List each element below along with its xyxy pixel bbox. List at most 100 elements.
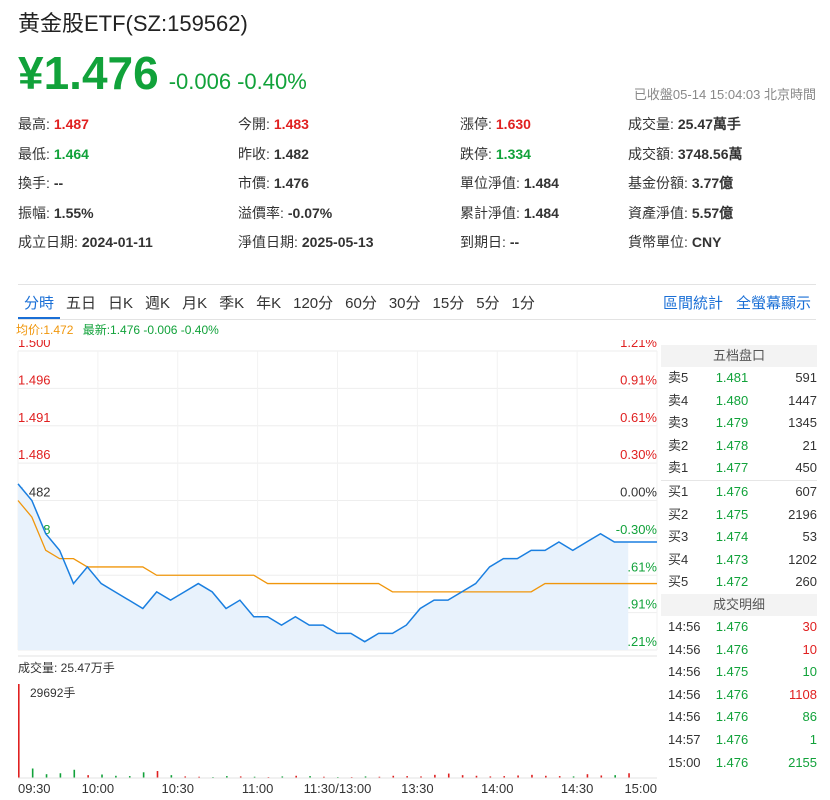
order-book-row: 买2 1.475 2196	[661, 504, 817, 527]
intraday-chart[interactable]: 1.500 1.21% 1.496 0.91% 1.491 0.61% 1.486 0.30%…	[0, 340, 660, 800]
tab-8[interactable]: 60分	[345, 294, 377, 312]
stat-value: 1.630	[495, 116, 531, 132]
trade-qty: 10	[802, 641, 818, 657]
order-book-row: 卖3 1.479 1345	[661, 412, 817, 435]
stat-value: 1.464	[53, 145, 89, 162]
ask-qty: 591	[795, 370, 818, 385]
trade-row: 14:56 1.476 1108	[661, 684, 817, 707]
stats-row: 成立日期: 2024-01-11 淨值日期: 2025-05-13 到期日: -- 貨幣單位…	[18, 232, 818, 262]
volume-bar	[142, 772, 145, 778]
trade-qty: 86	[802, 709, 818, 725]
tab-7[interactable]: 120分	[293, 294, 334, 312]
bid-label: 买1	[668, 483, 689, 499]
stat-label: 單位淨值:	[460, 175, 520, 191]
trade-qty: 30	[802, 618, 818, 634]
tab-5[interactable]: 季K	[219, 294, 245, 312]
stat-label: 資產淨值:	[628, 204, 688, 221]
ask-price: 1.477	[715, 460, 749, 476]
stat-value: --	[509, 234, 520, 250]
ask-label: 卖3	[668, 415, 689, 431]
price-area	[18, 483, 629, 650]
pct-tick-label: 1.21%	[620, 340, 657, 350]
order-book-row: 卖1 1.477 450	[661, 457, 817, 480]
time-tick-label: 11:30/13:00	[304, 781, 372, 796]
trade-qty: 1108	[789, 686, 818, 702]
stat-value: 1.482	[273, 145, 309, 162]
avg-price-label: 均价:1.472	[16, 323, 74, 337]
stat-item: 昨收: 1.482	[238, 144, 309, 164]
volume-bar	[614, 775, 616, 778]
volume-bar	[295, 775, 297, 778]
tab-11[interactable]: 5分	[476, 294, 500, 312]
trade-row: 14:57 1.476 1	[661, 729, 817, 752]
tab-2[interactable]: 日K	[108, 294, 134, 312]
bid-label: 买5	[668, 574, 689, 590]
price-tick-label: 1.486	[18, 447, 51, 462]
stat-value: 1.487	[53, 116, 89, 132]
trade-time: 14:56	[668, 664, 701, 680]
volume-bar	[558, 776, 561, 778]
stat-label: 淨值日期:	[238, 234, 298, 250]
order-book-row: 买4 1.473 1202	[661, 549, 817, 572]
stat-label: 跌停:	[460, 145, 492, 162]
stat-item: 基金份額: 3.77億	[628, 173, 733, 193]
bid-qty: 2196	[788, 506, 818, 522]
trade-qty: 10	[802, 664, 818, 680]
volume-bar	[461, 775, 464, 778]
stat-label: 溢價率:	[238, 204, 284, 221]
volume-bar	[18, 684, 20, 778]
ask-label: 卖4	[668, 392, 689, 408]
pct-tick-label: 0.91%	[620, 372, 657, 387]
tab-0[interactable]: 分時	[18, 292, 61, 319]
stat-value: 1.483	[273, 116, 309, 132]
stat-label: 今開:	[238, 116, 270, 132]
stats-row: 最高: 1.487 今開: 1.483 漲停: 1.630 成交量: 25.47萬手	[18, 114, 818, 144]
tab-12[interactable]: 1分	[511, 294, 535, 312]
stat-label: 到期日:	[460, 234, 506, 250]
volume-bar	[406, 776, 408, 778]
volume-bar	[323, 776, 325, 778]
trade-row: 14:56 1.476 10	[661, 639, 817, 662]
range-stats-link[interactable]: 區間統計	[662, 294, 723, 312]
tab-4[interactable]: 月K	[182, 294, 208, 312]
stat-item: 淨值日期: 2025-05-13	[238, 232, 374, 252]
tab-6[interactable]: 年K	[256, 294, 282, 312]
volume-bar	[378, 776, 381, 778]
trade-row: 14:56 1.476 30	[661, 616, 817, 639]
stat-label: 最低:	[18, 145, 50, 162]
stats-row: 最低: 1.464 昨收: 1.482 跌停: 1.334 成交額: 3748.56萬	[18, 144, 818, 174]
ask-price: 1.480	[715, 392, 749, 408]
tab-3[interactable]: 週K	[145, 294, 171, 312]
stat-item: 累計淨值: 1.484	[460, 203, 559, 223]
volume-bar	[226, 776, 228, 778]
volume-bar	[170, 775, 173, 778]
stat-value: 1.484	[523, 204, 559, 221]
tab-9[interactable]: 30分	[388, 294, 421, 312]
bid-qty: 53	[802, 529, 818, 545]
latest-price-label: 最新:1.476 -0.006 -0.40%	[82, 323, 219, 337]
volume-bar	[198, 776, 200, 778]
bid-qty: 1202	[788, 551, 818, 567]
trade-price: 1.476	[715, 754, 749, 770]
volume-bar	[475, 775, 478, 778]
pct-tick-label: 0.30%	[620, 447, 657, 462]
bid-qty: 607	[795, 483, 818, 499]
tab-10[interactable]: 15分	[432, 294, 465, 312]
trade-time: 14:56	[668, 641, 701, 657]
stat-item: 最低: 1.464	[18, 144, 89, 164]
volume-bar	[239, 776, 242, 778]
fullscreen-link[interactable]: 全螢幕顯示	[735, 294, 811, 312]
stat-label: 成交額:	[628, 145, 674, 162]
stat-value: 1.55%	[53, 204, 94, 221]
stat-value: 3748.56萬	[677, 145, 743, 162]
time-tick-label: 10:00	[82, 781, 115, 796]
stat-item: 最高: 1.487	[18, 114, 89, 134]
stat-label: 基金份額:	[628, 175, 688, 191]
volume-bar	[101, 774, 103, 778]
time-tick-label: 11:00	[242, 781, 274, 796]
tab-1[interactable]: 五日	[66, 294, 97, 312]
ask-label: 卖2	[668, 437, 689, 453]
stat-value: CNY	[691, 234, 722, 250]
price-change-pct: -0.40%	[237, 69, 307, 94]
chart-legend: 均价:1.472 最新:1.476 -0.006 -0.40%	[16, 321, 219, 338]
